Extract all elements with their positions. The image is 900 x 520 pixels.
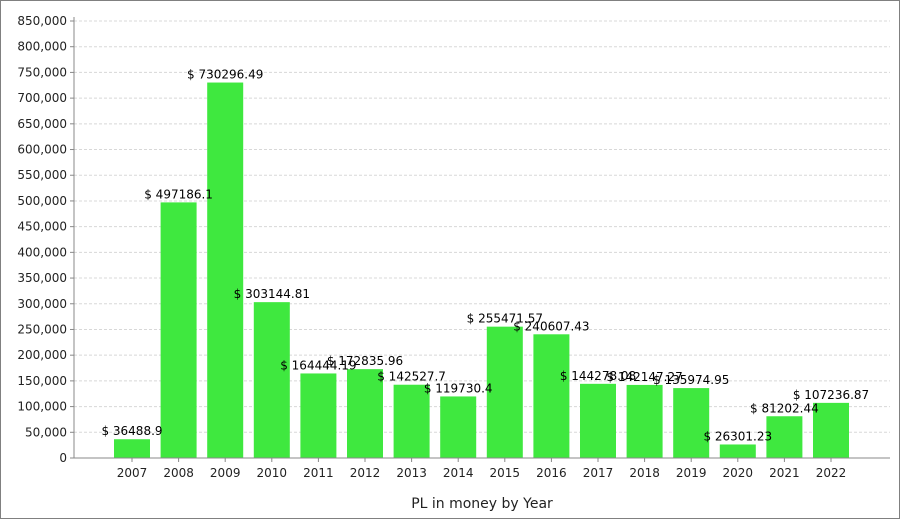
bar-2009 — [207, 82, 244, 458]
x-tick-label-2022: 2022 — [816, 466, 847, 480]
bar-2007 — [114, 439, 150, 458]
bars — [114, 82, 849, 458]
y-tick-label: 400,000 — [17, 245, 67, 259]
x-tick-label-2014: 2014 — [443, 466, 474, 480]
bar-2021 — [766, 416, 803, 458]
x-tick-label-2015: 2015 — [490, 466, 521, 480]
data-label-2019: $ 135974.95 — [653, 373, 729, 387]
bar-2013 — [393, 384, 430, 458]
x-tick-label-2009: 2009 — [210, 466, 241, 480]
y-tick-label: 300,000 — [17, 297, 67, 311]
y-tick-label: 150,000 — [17, 374, 67, 388]
data-label-2016: $ 240607.43 — [513, 319, 589, 333]
x-tick-label-2018: 2018 — [629, 466, 660, 480]
y-tick-label: 600,000 — [17, 143, 67, 157]
data-label-2013: $ 142527.7 — [377, 370, 446, 384]
data-label-2014: $ 119730.4 — [424, 381, 493, 395]
data-label-2011: $ 164444.19 — [280, 358, 356, 372]
data-label-2018: $ 142147.27 — [606, 370, 682, 384]
x-tick-label-2019: 2019 — [676, 466, 707, 480]
bar-2011 — [300, 373, 337, 458]
x-tick-label-2010: 2010 — [257, 466, 288, 480]
x-tick-label-2017: 2017 — [583, 466, 614, 480]
y-tick-label: 850,000 — [17, 14, 67, 28]
y-tick-label: 350,000 — [17, 271, 67, 285]
data-label-2010: $ 303144.81 — [234, 287, 310, 301]
data-label-2021: $ 81202.44 — [750, 401, 819, 415]
y-tick-label: 200,000 — [17, 348, 67, 362]
y-tick-label: 50,000 — [25, 425, 67, 439]
bar-2010 — [253, 302, 290, 458]
y-tick-label: 750,000 — [17, 65, 67, 79]
bar-2015 — [486, 326, 523, 458]
bar-2022 — [813, 402, 849, 458]
y-tick-label: 500,000 — [17, 194, 67, 208]
bar-2008 — [160, 202, 197, 458]
data-label-2020: $ 26301.23 — [703, 429, 772, 443]
data-label-2008: $ 497186.1 — [144, 187, 213, 201]
bar-2018 — [626, 384, 663, 458]
x-tick-label-2013: 2013 — [396, 466, 427, 480]
y-tick-label: 450,000 — [17, 220, 67, 234]
bar-2017 — [580, 383, 616, 458]
y-axis: 0 50,000 100,000 150,000 200,000 250,000 300,0… — [17, 14, 75, 465]
data-label-2009: $ 730296.49 — [187, 68, 263, 82]
bar-2019 — [673, 388, 710, 458]
y-tick-label: 250,000 — [17, 322, 67, 336]
x-tick-label-2020: 2020 — [723, 466, 754, 480]
x-tick-label-2011: 2011 — [303, 466, 334, 480]
x-tick-label-2012: 2012 — [350, 466, 381, 480]
x-axis: 2007 2008 2009 2010 2011 2012 2013 2014 2015 2016… — [74, 457, 890, 480]
x-tick-label-2008: 2008 — [163, 466, 194, 480]
y-tick-label: 550,000 — [17, 168, 67, 182]
x-tick-label-2016: 2016 — [536, 466, 567, 480]
y-tick-label: 700,000 — [17, 91, 67, 105]
data-label-2022: $ 107236.87 — [793, 388, 869, 402]
data-label-2007: $ 36488.9 — [101, 424, 162, 438]
y-tick-label: 800,000 — [17, 40, 67, 54]
bar-2016 — [533, 334, 570, 458]
y-tick-label: 650,000 — [17, 117, 67, 131]
x-tick-label-2007: 2007 — [117, 466, 148, 480]
data-label-2015: $ 255471.57 — [467, 312, 543, 326]
bar-2012 — [347, 369, 383, 458]
data-labels: $ 36488.9 $ 497186.1 $ 730296.49 $ 303144.8… — [101, 68, 869, 444]
y-tick-label: 100,000 — [17, 400, 67, 414]
x-axis-title: PL in money by Year — [411, 496, 553, 512]
y-tick-label: 0 — [59, 451, 67, 465]
data-label-2017: $ 144278.08 — [560, 369, 636, 383]
bar-2020 — [719, 444, 756, 458]
x-tick-label-2021: 2021 — [769, 466, 800, 480]
data-label-2012: $ 172835.96 — [327, 354, 403, 368]
bar-2014 — [440, 396, 477, 458]
